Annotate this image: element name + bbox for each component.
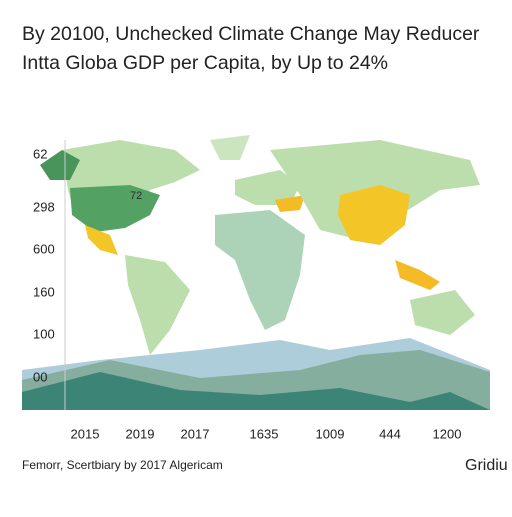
x-tick-label: 444 xyxy=(379,426,401,441)
y-tick-label: 100 xyxy=(33,326,55,341)
logo: Gridiu xyxy=(465,457,508,474)
world-map: 72 xyxy=(40,135,480,355)
chart-title: By 20100, Unchecked Climate Change May R… xyxy=(22,23,480,45)
source-note: Femorr, Scertbiary by 2017 Algericam xyxy=(22,458,223,472)
x-tick-label: 1009 xyxy=(316,426,345,441)
y-tick-label: 160 xyxy=(33,284,55,299)
y-tick-label: 00 xyxy=(33,369,47,384)
chart-subtitle: Intta Globa GDP per Capita, by Up to 24% xyxy=(22,52,388,74)
x-tick-label: 2015 xyxy=(71,426,100,441)
y-tick-label: 600 xyxy=(33,241,55,256)
y-tick-label: 298 xyxy=(33,199,55,214)
x-tick-label: 1635 xyxy=(250,426,279,441)
y-axis-labels: 62 298 600 160 100 00 xyxy=(33,146,55,384)
y-tick-label: 62 xyxy=(33,146,47,161)
area-layers xyxy=(22,338,490,410)
x-tick-label: 2017 xyxy=(181,426,210,441)
x-tick-label: 1200 xyxy=(433,426,462,441)
map-label: 72 xyxy=(130,190,142,202)
x-tick-label: 2019 xyxy=(126,426,155,441)
x-axis-labels: 2015 2019 2017 1635 1009 444 1200 xyxy=(71,426,462,441)
